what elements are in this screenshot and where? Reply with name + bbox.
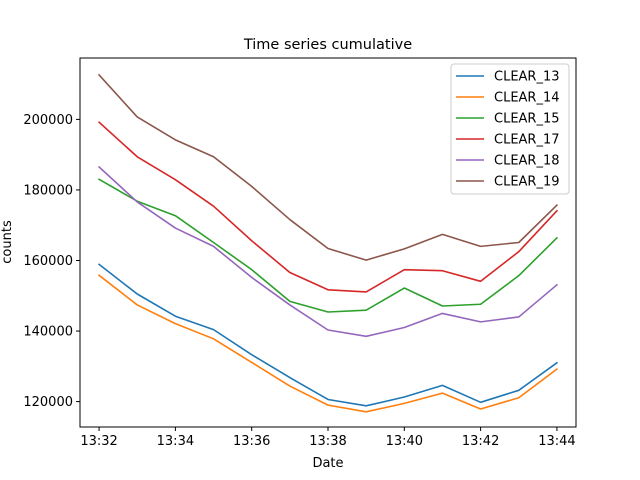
x-tick-label: 13:32: [80, 434, 117, 449]
y-tick-label: 140000: [23, 325, 73, 340]
y-tick-label: 180000: [23, 183, 73, 198]
x-tick-label: 13:42: [462, 434, 499, 449]
y-tick-label: 160000: [23, 254, 73, 269]
y-tick-label: 200000: [23, 113, 73, 128]
chart-title: Time series cumulative: [243, 37, 412, 53]
x-tick-label: 13:36: [233, 434, 270, 449]
series-line-clear-14: [97, 274, 559, 413]
series-line-clear-18: [97, 165, 559, 338]
x-axis-label: Date: [312, 456, 343, 471]
series-line-clear-15: [97, 178, 559, 313]
series-line-clear-19: [97, 73, 559, 261]
legend-label-clear-15: CLEAR_15: [494, 112, 560, 127]
series-lines: [97, 73, 559, 413]
legend-label-clear-13: CLEAR_13: [494, 70, 560, 85]
series-line-clear-17: [97, 121, 559, 293]
x-tick-label: 13:38: [309, 434, 346, 449]
x-tick-label: 13:40: [386, 434, 423, 449]
y-axis-label: counts: [0, 220, 15, 264]
x-tick-label: 13:34: [157, 434, 194, 449]
legend-label-clear-14: CLEAR_14: [494, 91, 560, 106]
legend-label-clear-18: CLEAR_18: [494, 154, 560, 169]
y-axis: 120000 140000 160000 180000 200000: [23, 113, 80, 410]
legend: CLEAR_13 CLEAR_14 CLEAR_15 CLEAR_17 CLEAR_18…: [450, 63, 570, 195]
x-tick-label: 13:44: [538, 434, 575, 449]
x-axis: 13:32 13:34 13:36 13:38 13:40 13:42 13:44: [80, 427, 576, 449]
series-line-clear-13: [97, 263, 559, 407]
legend-label-clear-19: CLEAR_19: [494, 175, 560, 190]
y-tick-label: 120000: [23, 395, 73, 410]
legend-label-clear-17: CLEAR_17: [494, 133, 560, 148]
